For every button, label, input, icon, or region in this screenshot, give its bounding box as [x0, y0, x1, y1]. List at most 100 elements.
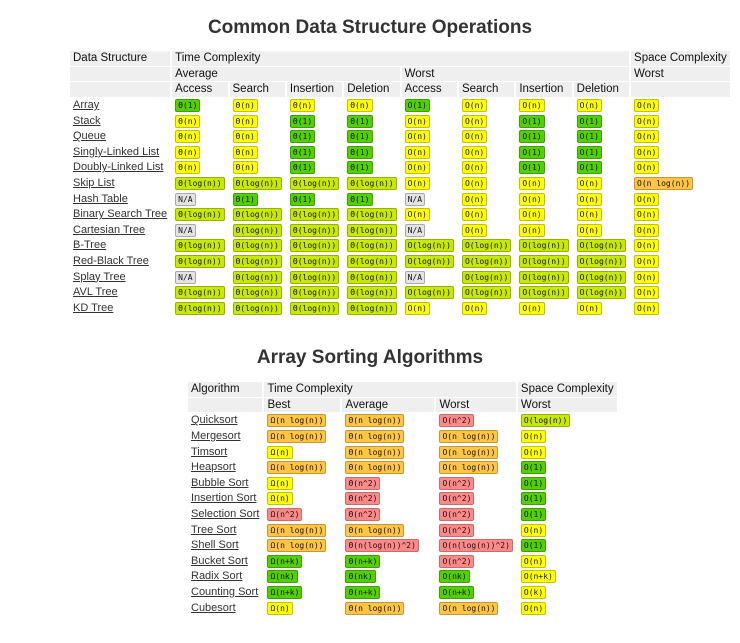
- data-structure-link-avl-tree[interactable]: AVL Tree: [73, 286, 118, 299]
- complexity-badge: O(n): [634, 286, 660, 300]
- data-structure-link-singly-linked-list[interactable]: Singly-Linked List: [73, 145, 160, 158]
- algorithm-link-radix-sort[interactable]: Radix Sort: [191, 570, 243, 583]
- complexity-cell: O(log(n)): [516, 269, 571, 284]
- row-name-cell: Hash Table: [70, 191, 170, 206]
- complexity-cell: O(1): [516, 129, 571, 144]
- sort-header-row-2: Best Average Worst Worst: [188, 397, 617, 413]
- row-name-cell: B-Tree: [70, 238, 170, 253]
- data-structure-link-red-black-tree[interactable]: Red-Black Tree: [73, 255, 149, 268]
- complexity-cell: Θ(log(n)): [344, 254, 399, 269]
- empty-header-cell: [631, 82, 730, 97]
- complexity-cell: Θ(n^2): [342, 507, 434, 522]
- table-row: Shell Sort Ω(n log(n)) Θ(n(log(n))^2) O(n(l…: [188, 538, 617, 553]
- table-row: Counting Sort Ω(n+k) Θ(n+k) O(n+k) O(k): [188, 585, 617, 600]
- complexity-cell: O(n): [631, 301, 730, 316]
- worst-deletion-header: Deletion: [573, 82, 630, 97]
- complexity-badge: O(n): [519, 177, 545, 191]
- complexity-cell: Θ(1): [344, 160, 399, 175]
- complexity-cell: Ω(n): [264, 476, 340, 491]
- average-header: Average: [172, 66, 400, 82]
- data-structure-link-cartesian-tree[interactable]: Cartesian Tree: [73, 223, 146, 236]
- complexity-badge: O(n): [404, 114, 430, 128]
- algorithm-link-bubble-sort[interactable]: Bubble Sort: [191, 476, 249, 489]
- complexity-badge: Θ(n): [232, 114, 258, 128]
- complexity-cell: Θ(log(n)): [287, 269, 342, 284]
- avg-access-header: Access: [172, 82, 228, 97]
- complexity-badge: O(n): [520, 601, 547, 615]
- complexity-badge: Θ(log(n)): [347, 270, 397, 284]
- table-row: Red-Black Tree Θ(log(n)) Θ(log(n)) Θ(log(n)…: [70, 254, 730, 269]
- complexity-badge: Θ(log(n)): [289, 208, 340, 222]
- data-structure-link-array[interactable]: Array: [73, 99, 100, 112]
- complexity-cell: O(n): [402, 176, 457, 191]
- complexity-badge: Θ(n): [175, 130, 201, 144]
- complexity-badge: Θ(1): [289, 161, 316, 175]
- complexity-cell: Ω(n^2): [264, 507, 340, 522]
- complexity-badge: Θ(log(n)): [347, 301, 397, 315]
- algorithm-link-mergesort[interactable]: Mergesort: [191, 430, 241, 443]
- complexity-badge: Θ(log(n)): [289, 239, 340, 253]
- row-name-cell: Radix Sort: [188, 569, 262, 584]
- complexity-badge: O(n log(n)): [439, 601, 499, 615]
- complexity-cell: O(log(n)): [574, 254, 629, 269]
- data-structure-link-stack[interactable]: Stack: [73, 114, 101, 127]
- algorithm-link-selection-sort[interactable]: Selection Sort: [191, 508, 260, 521]
- complexity-cell: N/A: [172, 191, 227, 206]
- complexity-cell: N/A: [402, 191, 457, 206]
- complexity-badge: O(n): [461, 208, 488, 222]
- data-structure-link-binary-search-tree[interactable]: Binary Search Tree: [73, 208, 168, 221]
- empty-header-cell: [70, 66, 171, 82]
- complexity-cell: Ω(nk): [264, 569, 340, 584]
- complexity-badge: O(n): [634, 301, 660, 315]
- data-structure-link-b-tree[interactable]: B-Tree: [73, 239, 107, 252]
- algorithm-link-tree-sort[interactable]: Tree Sort: [191, 523, 237, 536]
- row-name-cell: Tree Sort: [188, 522, 262, 537]
- data-structure-link-skip-list[interactable]: Skip List: [73, 177, 115, 190]
- complexity-cell: Θ(log(n)): [230, 176, 285, 191]
- complexity-cell: O(n): [518, 600, 617, 615]
- row-name-cell: Insertion Sort: [188, 491, 262, 506]
- complexity-badge: Θ(log(n)): [289, 255, 340, 269]
- complexity-badge: O(k): [520, 586, 547, 600]
- algorithm-link-insertion-sort[interactable]: Insertion Sort: [191, 492, 257, 505]
- complexity-cell: N/A: [172, 269, 227, 284]
- algorithm-link-counting-sort[interactable]: Counting Sort: [191, 586, 259, 599]
- complexity-badge: Θ(log(n)): [232, 177, 282, 191]
- algorithm-link-timsort[interactable]: Timsort: [191, 445, 228, 458]
- complexity-badge: Θ(log(n)): [347, 255, 397, 269]
- table-row: Tree Sort Ω(n log(n)) Θ(n log(n)) O(n^2) O(n…: [188, 522, 617, 537]
- data-structure-link-hash-table[interactable]: Hash Table: [73, 192, 128, 205]
- best-header: Best: [264, 397, 341, 413]
- complexity-cell: O(1): [518, 538, 617, 553]
- row-name-cell: Cartesian Tree: [70, 223, 170, 238]
- complexity-badge: O(log(n)): [576, 239, 627, 253]
- row-name-cell: Red-Black Tree: [70, 254, 170, 269]
- complexity-badge: Θ(n log(n)): [345, 523, 405, 537]
- data-structure-link-doubly-linked-list[interactable]: Doubly-Linked List: [73, 161, 164, 174]
- complexity-badge: O(log(n)): [576, 255, 627, 269]
- algorithm-link-bucket-sort[interactable]: Bucket Sort: [191, 554, 248, 567]
- complexity-badge: Θ(log(n)): [232, 239, 282, 253]
- complexity-badge: Θ(n): [232, 99, 258, 113]
- complexity-badge: O(n): [576, 301, 602, 315]
- complexity-badge: Ω(n): [267, 445, 293, 459]
- complexity-badge: Θ(log(n)): [175, 239, 225, 253]
- complexity-badge: Θ(log(n)): [232, 208, 282, 222]
- complexity-cell: Θ(log(n)): [344, 207, 399, 222]
- algorithm-link-shell-sort[interactable]: Shell Sort: [191, 539, 239, 552]
- table-row: AVL Tree Θ(log(n)) Θ(log(n)) Θ(log(n)) Θ(log…: [70, 285, 730, 300]
- complexity-badge: O(n): [404, 130, 430, 144]
- complexity-cell: O(log(n)): [402, 285, 457, 300]
- algorithm-link-quicksort[interactable]: Quicksort: [191, 414, 238, 427]
- data-structure-link-queue[interactable]: Queue: [73, 130, 107, 143]
- complexity-badge: O(n): [576, 192, 602, 206]
- algorithm-link-heapsort[interactable]: Heapsort: [191, 461, 236, 474]
- complexity-cell: Θ(1): [344, 113, 399, 128]
- complexity-badge: Θ(1): [289, 130, 316, 144]
- complexity-cell: Θ(1): [230, 191, 285, 206]
- data-structure-link-splay-tree[interactable]: Splay Tree: [73, 270, 126, 283]
- empty-header-cell: [70, 82, 171, 97]
- algorithm-link-cubesort[interactable]: Cubesort: [191, 601, 236, 614]
- data-structure-link-kd-tree[interactable]: KD Tree: [73, 301, 114, 314]
- complexity-cell: O(log(n)): [574, 238, 629, 253]
